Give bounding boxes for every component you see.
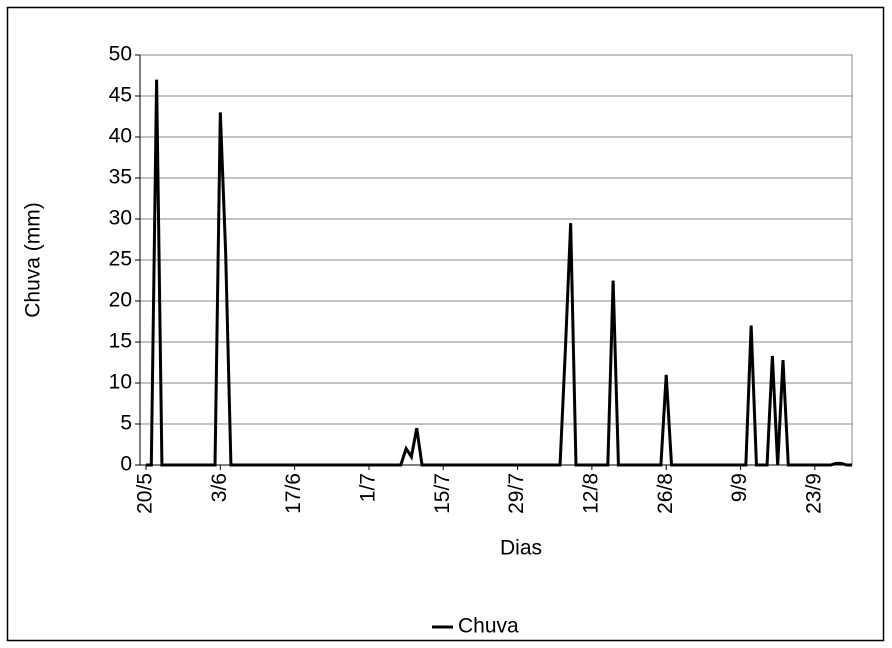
- x-tick-label: 1/7: [356, 473, 379, 502]
- y-tick-label: 30: [109, 207, 132, 230]
- y-tick-label: 25: [109, 248, 132, 271]
- y-tick-label: 10: [109, 371, 132, 394]
- x-tick-label: 15/7: [431, 473, 454, 514]
- y-tick-label: 35: [109, 166, 132, 189]
- y-axis-label: Chuva (mm): [22, 202, 45, 318]
- x-tick-label: 29/7: [505, 473, 528, 514]
- y-tick-label: 0: [120, 453, 132, 476]
- legend-label: Chuva: [458, 615, 519, 638]
- y-tick-label: 40: [109, 125, 132, 148]
- x-tick-label: 20/5: [134, 473, 157, 514]
- x-tick-label: 26/8: [654, 473, 677, 514]
- data-line: [146, 79, 852, 467]
- y-tick-label: 15: [109, 330, 132, 353]
- y-tick-label: 20: [109, 289, 132, 312]
- y-tick-label: 45: [109, 84, 132, 107]
- y-tick-label: 50: [109, 43, 132, 66]
- x-tick-label: 3/6: [208, 473, 231, 502]
- x-tick-label: 17/6: [282, 473, 305, 514]
- x-axis-label: Dias: [500, 537, 542, 560]
- x-tick-label: 9/9: [728, 473, 751, 502]
- x-tick-label: 23/9: [802, 473, 825, 514]
- y-tick-label: 5: [120, 412, 132, 435]
- x-tick-label: 12/8: [579, 473, 602, 514]
